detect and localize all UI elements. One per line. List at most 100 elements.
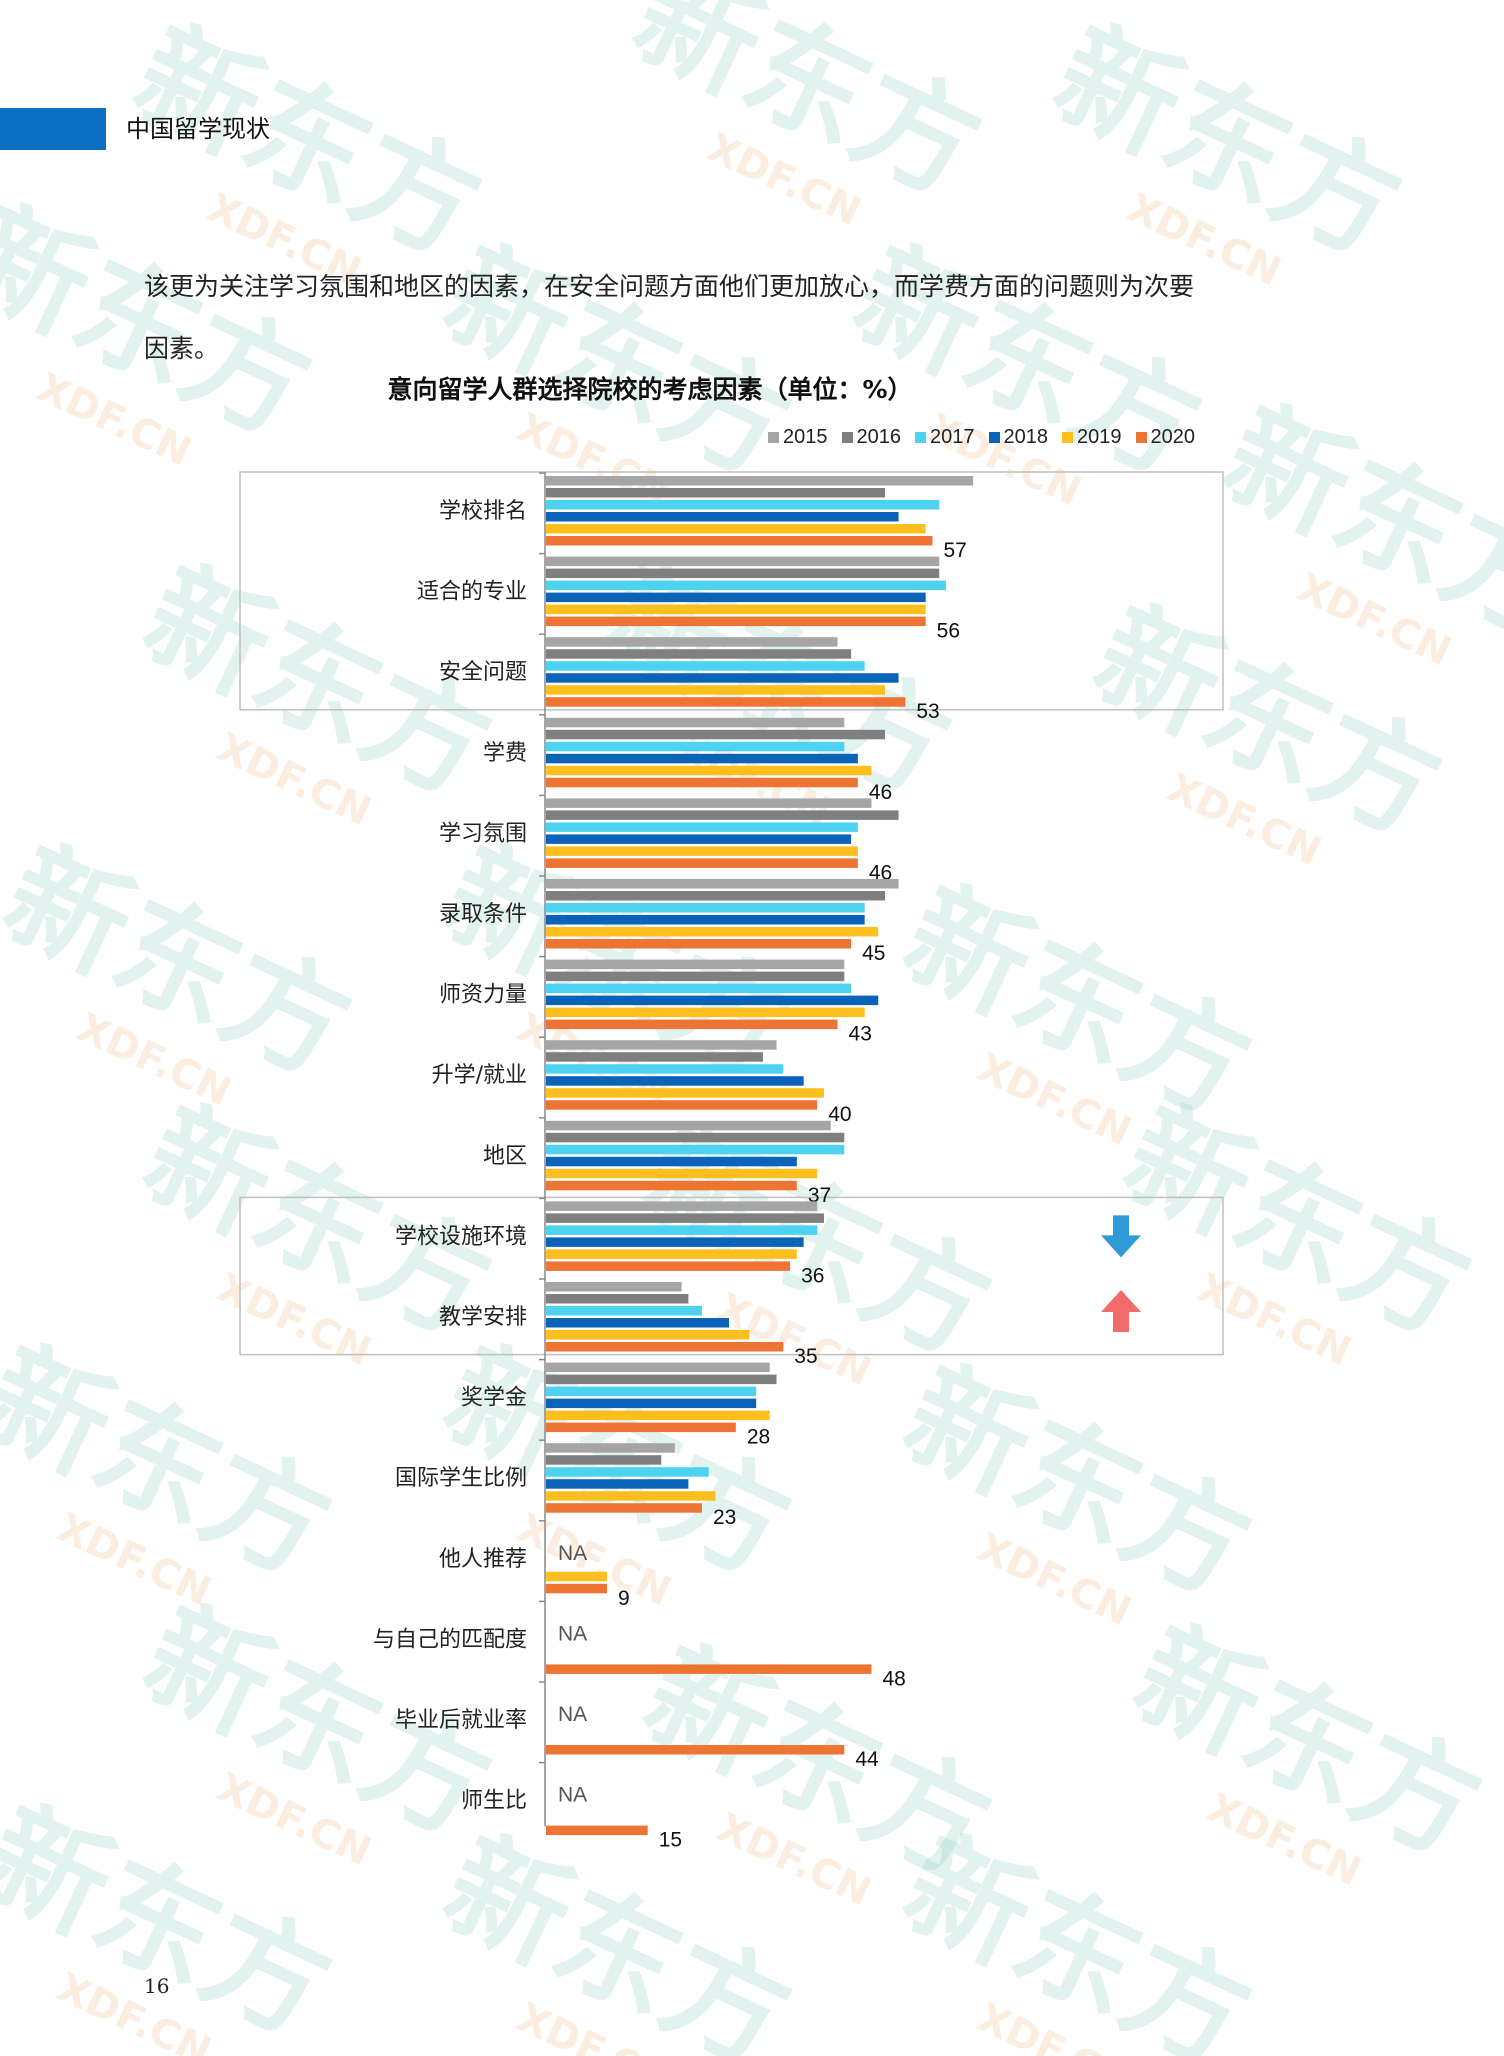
bar-2016 xyxy=(546,729,885,740)
legend-label-2018: 2018 xyxy=(1003,426,1049,448)
bar-2017 xyxy=(546,1064,784,1074)
missing-label: NA xyxy=(558,1622,587,1645)
bar-2017 xyxy=(546,1144,845,1155)
bar-2020 xyxy=(546,1745,845,1755)
bar-2015 xyxy=(546,1282,682,1292)
legend-item-2016: 2016 xyxy=(841,426,902,449)
bar-2018 xyxy=(546,1318,730,1328)
category-label: 学习氛围 xyxy=(439,821,527,846)
intro-line-2: 因素。 xyxy=(144,334,220,363)
bar-2017 xyxy=(546,580,947,591)
bar-2018 xyxy=(546,1237,804,1247)
bar-2017 xyxy=(546,741,845,752)
bar-2020 xyxy=(546,1422,736,1433)
bar-2015 xyxy=(546,1201,818,1211)
bar-2015 xyxy=(546,476,974,486)
category-label: 国际学生比例 xyxy=(395,1466,527,1491)
bar-2018 xyxy=(546,592,926,603)
bar-2020 xyxy=(546,858,858,868)
bar-2016 xyxy=(546,1374,777,1385)
bar-2016 xyxy=(546,891,885,901)
bar-2016 xyxy=(546,1213,824,1223)
intro-line-1: 该更为关注学习氛围和地区的因素，在安全问题方面他们更加放心，而学费方面的问题则为… xyxy=(144,272,1195,301)
bar-2015 xyxy=(546,556,940,567)
bar-2020 xyxy=(546,1100,818,1110)
bar-2018 xyxy=(546,1156,797,1167)
category-label: 安全问题 xyxy=(439,660,527,685)
bar-2019 xyxy=(546,1491,716,1501)
category-label: 奖学金 xyxy=(461,1386,527,1411)
bar-2020 xyxy=(546,939,852,949)
bar-2016 xyxy=(546,810,899,820)
bar-2019 xyxy=(546,1168,818,1179)
bar-2018 xyxy=(546,1398,757,1409)
bar-2020 xyxy=(546,616,926,627)
bar-2017 xyxy=(546,1306,702,1316)
bar-2019 xyxy=(546,685,885,695)
bar-2017 xyxy=(546,983,852,994)
bar-2016 xyxy=(546,1132,845,1143)
bar-2016 xyxy=(546,1294,689,1304)
legend-swatch-2019 xyxy=(1062,432,1073,443)
value-label: 48 xyxy=(882,1667,905,1690)
category-label: 适合的专业 xyxy=(417,580,527,605)
bar-2017 xyxy=(546,1225,818,1235)
category-label: 录取条件 xyxy=(439,902,527,927)
value-label: 57 xyxy=(943,539,966,562)
bar-2016 xyxy=(546,1455,662,1465)
missing-label: NA xyxy=(558,1542,587,1565)
bar-2018 xyxy=(546,673,899,683)
bar-2016 xyxy=(546,488,885,498)
value-label: 23 xyxy=(713,1506,736,1529)
category-label: 学校排名 xyxy=(439,499,527,524)
bar-2015 xyxy=(546,959,845,970)
legend-label-2020: 2020 xyxy=(1150,426,1196,448)
page-number: 16 xyxy=(144,1974,170,1998)
category-label: 学费 xyxy=(483,741,527,766)
bar-2018 xyxy=(546,1479,689,1489)
legend-item-2015: 2015 xyxy=(768,426,828,449)
bar-2015 xyxy=(546,879,899,889)
bar-2017 xyxy=(546,822,858,832)
value-label: 9 xyxy=(618,1587,630,1610)
intro-paragraph: 该更为关注学习氛围和地区的因素，在安全问题方面他们更加放心，而学费方面的问题则为… xyxy=(144,256,1354,380)
legend-swatch-2017 xyxy=(915,432,926,443)
value-label: 45 xyxy=(862,942,885,965)
category-label: 毕业后就业率 xyxy=(395,1708,527,1733)
arrow-down-icon xyxy=(1101,1215,1141,1258)
bar-2015 xyxy=(546,1362,770,1373)
category-label: 师资力量 xyxy=(439,983,527,1008)
value-label: 36 xyxy=(801,1264,824,1287)
legend-swatch-2015 xyxy=(768,432,779,443)
bar-2020 xyxy=(546,1825,648,1836)
bar-2019 xyxy=(546,846,858,856)
bar-2018 xyxy=(546,834,852,844)
missing-label: NA xyxy=(558,1703,587,1726)
bar-2017 xyxy=(546,661,865,671)
bar-2019 xyxy=(546,604,926,615)
bar-2019 xyxy=(546,1249,797,1259)
legend-label-2016: 2016 xyxy=(856,426,902,448)
legend-swatch-2016 xyxy=(841,432,853,443)
highlight-box-2 xyxy=(239,1196,1224,1356)
legend-item-2019: 2019 xyxy=(1062,426,1122,449)
value-label: 43 xyxy=(849,1023,872,1046)
value-label: 37 xyxy=(808,1184,831,1207)
missing-label: NA xyxy=(558,1784,587,1807)
value-label: 44 xyxy=(855,1748,879,1771)
bar-2018 xyxy=(546,512,899,522)
value-label: 56 xyxy=(937,620,960,643)
arrow-up-icon xyxy=(1101,1290,1141,1332)
bar-2020 xyxy=(546,536,933,546)
category-label: 师生比 xyxy=(461,1789,527,1814)
legend-item-2018: 2018 xyxy=(988,426,1049,449)
legend-swatch-2020 xyxy=(1135,432,1147,443)
legend-swatch-2018 xyxy=(988,432,1000,443)
bar-2018 xyxy=(546,1076,804,1086)
bar-2015 xyxy=(546,1040,777,1050)
bar-2017 xyxy=(546,500,940,510)
section-title: 中国留学现状 xyxy=(126,115,270,143)
category-label: 他人推荐 xyxy=(439,1547,527,1572)
bar-2015 xyxy=(546,637,838,647)
